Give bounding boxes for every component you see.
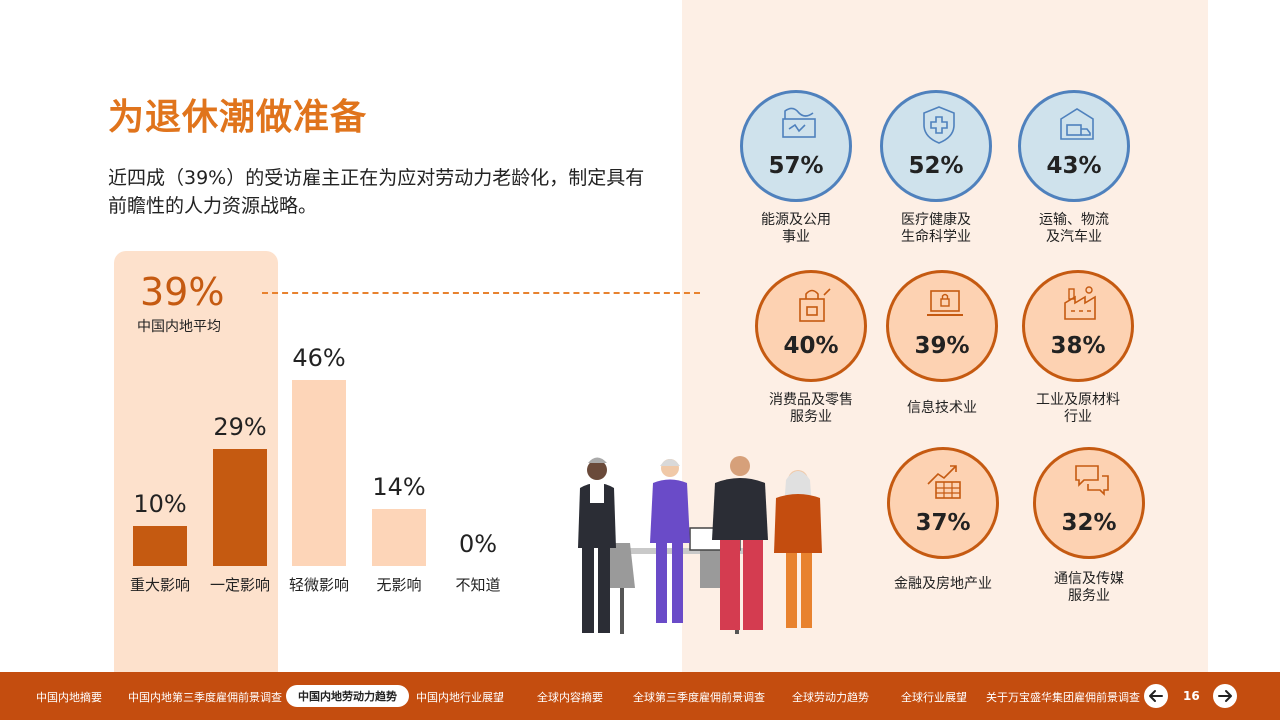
bar-3	[372, 509, 426, 566]
sector-circle: 32%	[1033, 447, 1145, 559]
bar-category-label: 轻微影响	[288, 576, 349, 594]
bar-category-label: 不知道	[455, 576, 501, 594]
sector-circle: 52%	[880, 90, 992, 202]
bar-value-label: 46%	[292, 344, 346, 372]
nav-item-global-q3-survey[interactable]: 全球第三季度雇佣前景调查	[633, 691, 765, 704]
sector-percentage: 37%	[915, 510, 971, 536]
people-illustration	[578, 456, 822, 634]
page-subtitle: 近四成（39%）的受访雇主正在为应对劳动力老龄化，制定具有前瞻性的人力资源战略。	[108, 167, 645, 217]
page-title: 为退休潮做准备	[108, 97, 368, 138]
sector-percentage: 43%	[1046, 153, 1102, 179]
nav-item-global-industry-outlook[interactable]: 全球行业展望	[901, 691, 967, 704]
sector-percentage: 40%	[783, 333, 839, 359]
truck-warehouse-icon	[1060, 108, 1094, 140]
bar-1	[213, 449, 267, 566]
nav-item-cn-summary[interactable]: 中国内地摘要	[36, 691, 102, 704]
bar-value-label: 0%	[458, 530, 498, 558]
page-number: 16	[1183, 689, 1200, 703]
sector-percentage: 57%	[768, 153, 824, 179]
chat-bubbles-icon	[1075, 465, 1109, 496]
factory-icon	[1064, 286, 1096, 320]
bar-value-label: 10%	[133, 490, 187, 518]
sector-percentage: 32%	[1061, 510, 1117, 536]
sector-percentage: 38%	[1050, 333, 1106, 359]
average-label: 中国内地平均	[137, 319, 221, 335]
sector-label: 消费品及零售 服务业	[769, 392, 853, 425]
sector-label: 金融及房地产业	[894, 576, 992, 592]
next-page-button[interactable]	[1213, 684, 1237, 708]
sector-circle: 39%	[886, 270, 998, 382]
nav-item-cn-workforce-trends[interactable]: 中国内地劳动力趋势	[286, 685, 409, 707]
sector-label: 信息技术业	[907, 400, 977, 416]
nav-item-global-workforce-trends[interactable]: 全球劳动力趋势	[792, 691, 869, 704]
health-shield-icon	[923, 106, 955, 144]
arrow-right-icon	[1218, 690, 1232, 702]
sector-circle: 43%	[1018, 90, 1130, 202]
sector-percentage: 52%	[908, 153, 964, 179]
prev-page-button[interactable]	[1144, 684, 1168, 708]
bar-category-label: 重大影响	[129, 576, 190, 594]
arrow-left-icon	[1149, 690, 1163, 702]
sector-percentage: 39%	[914, 333, 970, 359]
sector-circle: 38%	[1022, 270, 1134, 382]
nav-item-cn-industry-outlook[interactable]: 中国内地行业展望	[416, 691, 504, 704]
sector-circle: 40%	[755, 270, 867, 382]
nav-item-global-summary[interactable]: 全球内容摘要	[537, 691, 603, 704]
bar-0	[133, 526, 187, 566]
sector-label: 能源及公用 事业	[761, 212, 831, 245]
sector-circle: 37%	[887, 447, 999, 559]
nav-item-about-survey[interactable]: 关于万宝盛华集团雇佣前景调查	[986, 691, 1140, 704]
nav-item-cn-q3-survey[interactable]: 中国内地第三季度雇佣前景调查	[128, 691, 282, 704]
energy-icon	[782, 107, 816, 138]
bar-category-label: 无影响	[376, 576, 422, 594]
sector-label: 运输、物流 及汽车业	[1039, 212, 1109, 245]
average-value: 39%	[140, 270, 225, 314]
sector-label: 通信及传媒 服务业	[1054, 571, 1124, 604]
average-dashed-line	[262, 292, 700, 294]
bar-value-label: 29%	[213, 413, 267, 441]
footer-nav-bar: 中国内地摘要 中国内地第三季度雇佣前景调查 中国内地劳动力趋势 中国内地行业展望…	[0, 672, 1280, 720]
sector-label: 医疗健康及 生命科学业	[901, 212, 971, 245]
sector-label: 工业及原材料 行业	[1036, 392, 1120, 425]
laptop-lock-icon	[927, 290, 963, 316]
bar-value-label: 14%	[372, 473, 426, 501]
bar-2	[292, 380, 346, 566]
bar-category-label: 一定影响	[209, 576, 270, 594]
shopping-bag-icon	[799, 288, 831, 322]
finance-chart-icon	[927, 465, 961, 499]
sector-circle: 57%	[740, 90, 852, 202]
